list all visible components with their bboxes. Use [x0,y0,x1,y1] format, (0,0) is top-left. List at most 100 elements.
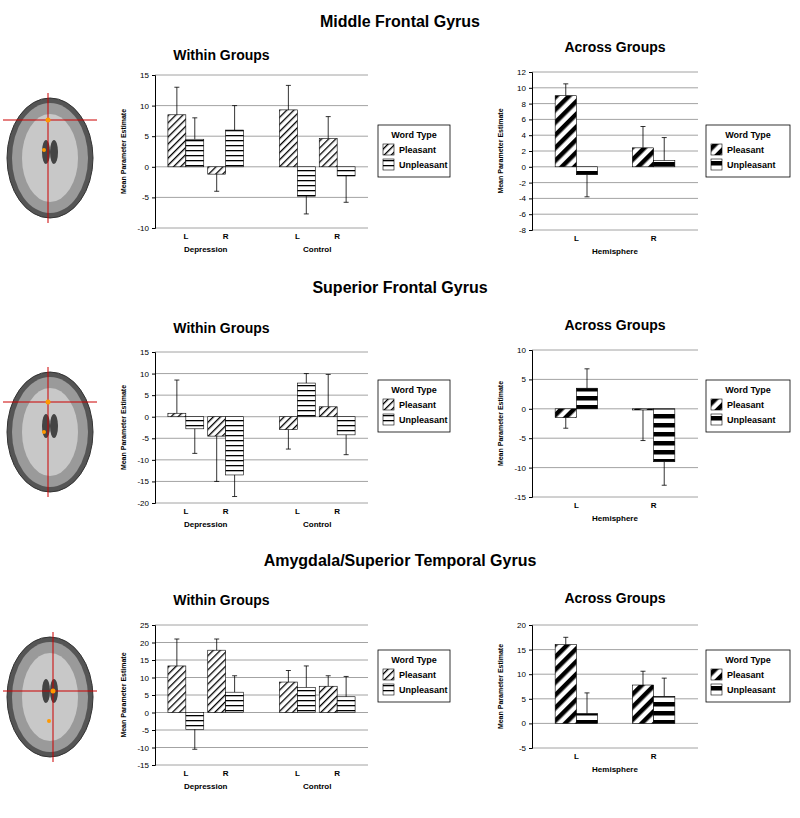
y-tick: -20 [137,499,155,508]
error-bar-cap [192,749,197,750]
error-bar [585,369,590,388]
x-tick: L [183,765,188,778]
error-bar [640,127,645,148]
chart-title: Across Groups [564,590,665,606]
y-tick-mark [529,409,532,410]
y-tick: 0 [145,163,155,172]
bar [337,167,355,176]
x-axis: LR [295,765,340,778]
error-bar-stem [346,676,347,696]
legend: Word TypePleasantUnpleasant [378,380,450,432]
error-bar [585,175,590,197]
error-bar-cap [326,675,331,676]
error-bar [286,430,291,449]
x-tick: L [574,748,579,761]
y-tick-label: 0 [522,163,527,172]
bar [186,713,204,730]
error-bar-cap [563,428,568,429]
bar [555,96,576,167]
bar [168,115,186,167]
y-tick: -15 [137,477,155,486]
bar [279,682,297,712]
bar [297,383,315,417]
y-tick-label: 0 [145,413,150,422]
brain-skull [7,637,93,757]
grid-line [532,497,698,498]
error-bar-cap [662,678,667,679]
y-tick-label: -5 [519,744,527,753]
error-bar-cap [326,374,331,375]
error-bar-cap [214,191,219,192]
y-axis-line [529,626,533,749]
legend-swatch [711,684,722,695]
y-tick-label: 5 [145,132,150,141]
x-tick-label: R [334,507,340,516]
brain-white-matter [22,388,78,476]
y-tick-label: 5 [145,691,150,700]
error-bar [640,410,645,441]
legend-box [378,650,450,702]
error-bar [214,639,219,650]
legend: Word TypePleasantUnpleasant [378,650,450,702]
chart-title: Within Groups [173,320,270,336]
y-axis: -15-10-50510152025 [137,621,155,770]
error-bar-cap [192,117,197,118]
error-bar-cap [174,639,179,640]
bar [168,666,186,713]
activation-spot [42,148,46,152]
error-bar [232,106,237,130]
x-axis: LR [183,765,228,778]
error-bar [214,174,219,191]
chart: Across Groups-505101520Mean Parameter Es… [497,590,790,774]
y-tick: 0 [522,719,532,728]
y-tick: 10 [140,102,155,111]
error-bar-stem [216,436,217,481]
y-tick: 5 [522,695,532,704]
grid-line [155,642,368,643]
y-tick: -5 [519,744,532,753]
y-tick-mark [529,468,532,469]
brain-tissue [12,642,88,752]
bar [555,409,576,418]
legend: Word TypePleasantUnpleasant [378,125,450,177]
bar [279,417,297,430]
group-label: Control [303,782,331,791]
plot-area [555,637,675,723]
error-bar-stem [346,435,347,455]
x-tick-label: L [295,507,300,516]
error-bar [304,196,309,214]
y-tick-label: -10 [514,464,526,473]
series [555,637,653,723]
legend-title: Word Type [725,385,771,395]
y-tick: 15 [140,656,155,665]
error-bar-stem [234,676,235,692]
series [168,639,337,713]
y-tick-mark [529,350,532,351]
chart-title: Within Groups [173,47,270,63]
chart-title: Within Groups [173,592,270,608]
bar [226,692,244,712]
y-tick-mark [152,503,155,504]
x-tick: L [574,497,579,510]
error-bar-stem [288,85,289,109]
y-tick: -5 [142,726,155,735]
x-tick: R [223,228,229,241]
y-axis-title: Mean Parameter Estimate [120,385,127,470]
y-tick: -5 [142,193,155,202]
y-tick-mark [152,417,155,418]
y-tick-mark [529,167,532,168]
y-tick-label: 2 [522,147,527,156]
chart: Middle Frontal GyrusWithin Groups-10-505… [120,13,480,254]
y-tick-mark [152,643,155,644]
x-axis-title: Hemisphere [592,247,638,256]
grid-line [532,748,698,749]
legend: Word TypePleasantUnpleasant [706,650,790,702]
legend-label: Unpleasant [399,160,448,170]
chart-title: Across Groups [564,39,665,55]
legend-label: Unpleasant [399,685,448,695]
error-bar [286,85,291,109]
y-axis: -8-6-4-2024681012 [517,68,532,235]
y-axis-line [152,76,156,229]
y-tick: -10 [137,456,155,465]
y-tick: 20 [140,639,155,648]
